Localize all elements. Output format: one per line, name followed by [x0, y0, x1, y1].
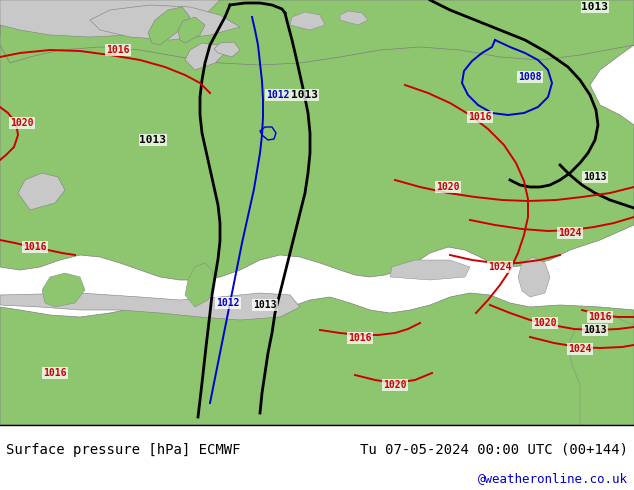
Text: 1013: 1013: [581, 2, 609, 12]
Text: 1020: 1020: [533, 318, 557, 328]
Polygon shape: [0, 293, 634, 425]
Text: 1024: 1024: [559, 228, 582, 238]
Text: 1016: 1016: [107, 45, 130, 55]
Polygon shape: [214, 42, 240, 57]
Polygon shape: [42, 273, 85, 307]
Polygon shape: [568, 317, 634, 425]
Text: @weatheronline.co.uk: @weatheronline.co.uk: [477, 472, 628, 485]
Polygon shape: [185, 263, 215, 307]
Text: Tu 07-05-2024 00:00 UTC (00+144): Tu 07-05-2024 00:00 UTC (00+144): [359, 442, 628, 457]
Text: 1020: 1020: [10, 118, 34, 128]
Text: Surface pressure [hPa] ECMWF: Surface pressure [hPa] ECMWF: [6, 442, 241, 457]
Polygon shape: [185, 43, 225, 70]
Polygon shape: [18, 173, 65, 210]
Text: 1012: 1012: [266, 90, 290, 100]
Text: 1016: 1016: [348, 333, 372, 343]
Text: 1016: 1016: [469, 112, 492, 122]
Polygon shape: [518, 257, 550, 297]
Text: 1013: 1013: [583, 172, 607, 182]
Polygon shape: [0, 0, 220, 37]
Polygon shape: [0, 0, 634, 65]
Text: 1013: 1013: [292, 90, 318, 100]
Polygon shape: [178, 17, 205, 43]
Text: 1016: 1016: [23, 242, 47, 252]
Text: 1020: 1020: [436, 182, 460, 192]
Polygon shape: [290, 12, 325, 30]
Polygon shape: [390, 260, 470, 280]
Polygon shape: [90, 5, 240, 40]
Text: 1016: 1016: [43, 368, 67, 378]
Polygon shape: [0, 293, 300, 320]
Polygon shape: [0, 0, 634, 280]
Text: 1024: 1024: [568, 344, 592, 354]
Text: 1013: 1013: [253, 300, 277, 310]
Text: 1012: 1012: [216, 298, 240, 308]
Polygon shape: [340, 11, 368, 25]
Text: 1016: 1016: [588, 312, 612, 322]
Polygon shape: [148, 7, 190, 45]
Text: 1020: 1020: [383, 380, 407, 390]
Text: 1024: 1024: [488, 262, 512, 272]
Text: 1008: 1008: [518, 72, 541, 82]
Text: 1013: 1013: [139, 135, 167, 145]
Text: 1013: 1013: [583, 325, 607, 335]
